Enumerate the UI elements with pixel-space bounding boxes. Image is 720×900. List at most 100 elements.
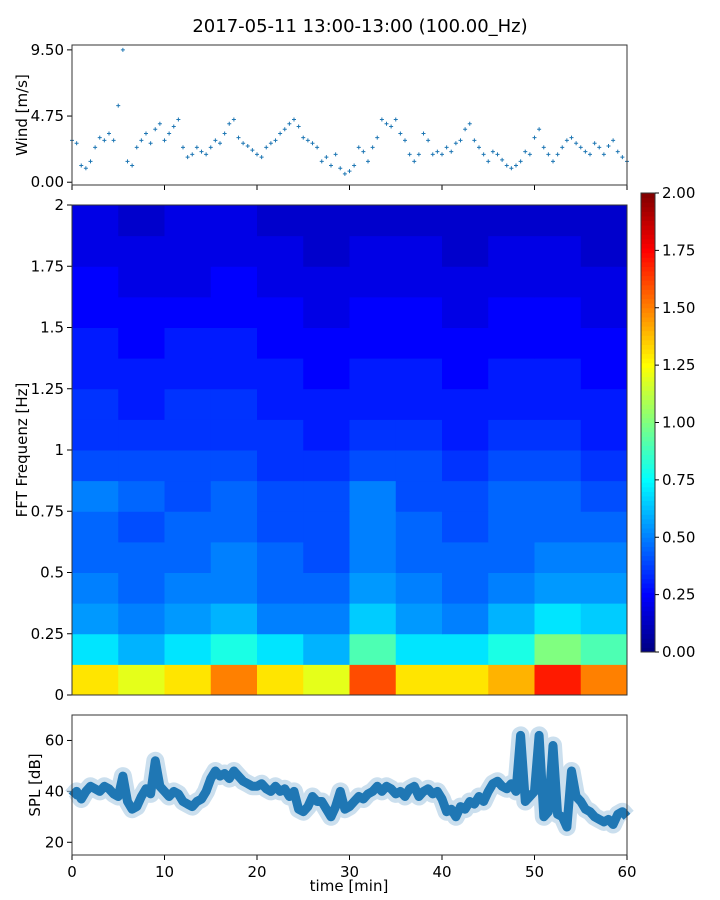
colorbar-segment [641, 404, 655, 410]
wind-point [375, 135, 380, 140]
wind-point [273, 138, 278, 143]
spectrogram-cell [72, 205, 119, 237]
spectrogram-cell [349, 541, 397, 573]
colorbar-segment [641, 431, 655, 437]
spectrogram-cell [488, 450, 535, 482]
spectrogram-cell [257, 664, 304, 696]
spectrogram-cell [303, 480, 350, 512]
spectrogram-cell [72, 388, 119, 420]
colorbar-segment [641, 367, 655, 373]
colorbar-segment [641, 197, 655, 203]
wind-point [259, 155, 264, 160]
spectrogram-cell [118, 664, 165, 696]
wind-point [324, 155, 329, 160]
wind-point [564, 138, 569, 143]
colorbar-segment [641, 642, 655, 648]
wind-panel: 0.00 4.75 9.50 [31, 41, 629, 191]
wind-point [514, 163, 518, 168]
spectrogram-cell [72, 572, 119, 604]
colorbar-segment [641, 619, 655, 625]
wind-point [204, 152, 209, 157]
wind-point [426, 138, 431, 143]
spectrogram-cell [303, 358, 350, 390]
wind-point [481, 152, 486, 157]
spectrogram-ytick-label: 2 [54, 196, 64, 214]
spl-xtick-label: 50 [525, 863, 544, 881]
wind-point [444, 145, 449, 150]
colorbar-segment [641, 193, 655, 199]
colorbar-segment [641, 275, 655, 281]
colorbar-segment [641, 289, 655, 295]
spectrogram-cell [210, 603, 258, 635]
spectrogram-cell [303, 603, 350, 635]
wind-point [190, 152, 195, 157]
spectrogram-cell [395, 603, 443, 635]
spectrogram-cell [580, 603, 628, 635]
wind-point [319, 159, 324, 164]
spectrogram-cell [580, 296, 628, 328]
colorbar-segment [641, 349, 655, 355]
colorbar-segment [641, 220, 655, 226]
wind-point [282, 127, 287, 132]
spectrogram-cell [488, 205, 535, 237]
colorbar-tick-label: 2.00 [662, 184, 695, 202]
spectrogram-cell [349, 358, 397, 390]
colorbar-segment [641, 583, 655, 589]
colorbar-segment [641, 555, 655, 561]
colorbar-segment [641, 564, 655, 570]
spectrogram-cell [488, 511, 535, 543]
wind-point [366, 159, 370, 164]
colorbar-segment [641, 358, 655, 364]
spectrogram-ytick-label: 0.5 [40, 564, 64, 582]
colorbar-segment [641, 528, 655, 534]
wind-point [287, 121, 292, 126]
wind-point [120, 47, 125, 52]
colorbar-segment [641, 417, 655, 423]
wind-point [83, 166, 88, 171]
colorbar-segment [641, 537, 655, 543]
spectrogram-cell [580, 266, 628, 298]
spl-axes-frame [71, 714, 628, 856]
colorbar-segment [641, 495, 655, 502]
wind-point [171, 124, 176, 129]
colorbar-segment [641, 560, 655, 566]
colorbar-segment [641, 440, 655, 446]
colorbar-segment [641, 280, 655, 286]
spectrogram-cell [164, 358, 212, 390]
wind-point [486, 159, 491, 164]
colorbar-segment [641, 385, 655, 391]
spectrogram-cell [118, 572, 165, 604]
colorbar-segment [641, 335, 655, 341]
wind-point [403, 138, 407, 143]
colorbar-segment [641, 408, 655, 414]
spectrogram-cell [442, 358, 489, 390]
spectrogram-cell [164, 603, 212, 635]
wind-point [370, 145, 375, 150]
colorbar-segment [641, 541, 655, 547]
spectrogram-cell [488, 541, 535, 573]
spectrogram-cell [210, 358, 258, 390]
wind-point [352, 163, 357, 168]
colorbar-segment [641, 592, 655, 598]
spectrogram-cell [349, 205, 397, 237]
wind-point [472, 138, 477, 143]
colorbar-segment [641, 312, 655, 318]
wind-point [342, 171, 347, 176]
spectrogram-cell [72, 633, 119, 665]
wind-point [416, 152, 421, 157]
wind-point [440, 152, 444, 157]
spectrogram-cell [303, 235, 350, 267]
wind-point [597, 145, 602, 150]
spectrogram-cell [395, 633, 443, 665]
spectrogram-cell [72, 603, 119, 635]
wind-point [301, 135, 306, 140]
wind-point [296, 124, 301, 129]
colorbar-tick-label: 1.50 [662, 299, 695, 317]
spectrogram-cell [118, 388, 165, 420]
spectrogram-cell [118, 327, 165, 359]
spectrogram-cell [118, 541, 165, 573]
spl-ytick-label: 60 [45, 731, 64, 749]
spectrogram-cell [349, 388, 397, 420]
colorbar-segment [641, 523, 655, 529]
spectrogram-cell [395, 572, 443, 604]
